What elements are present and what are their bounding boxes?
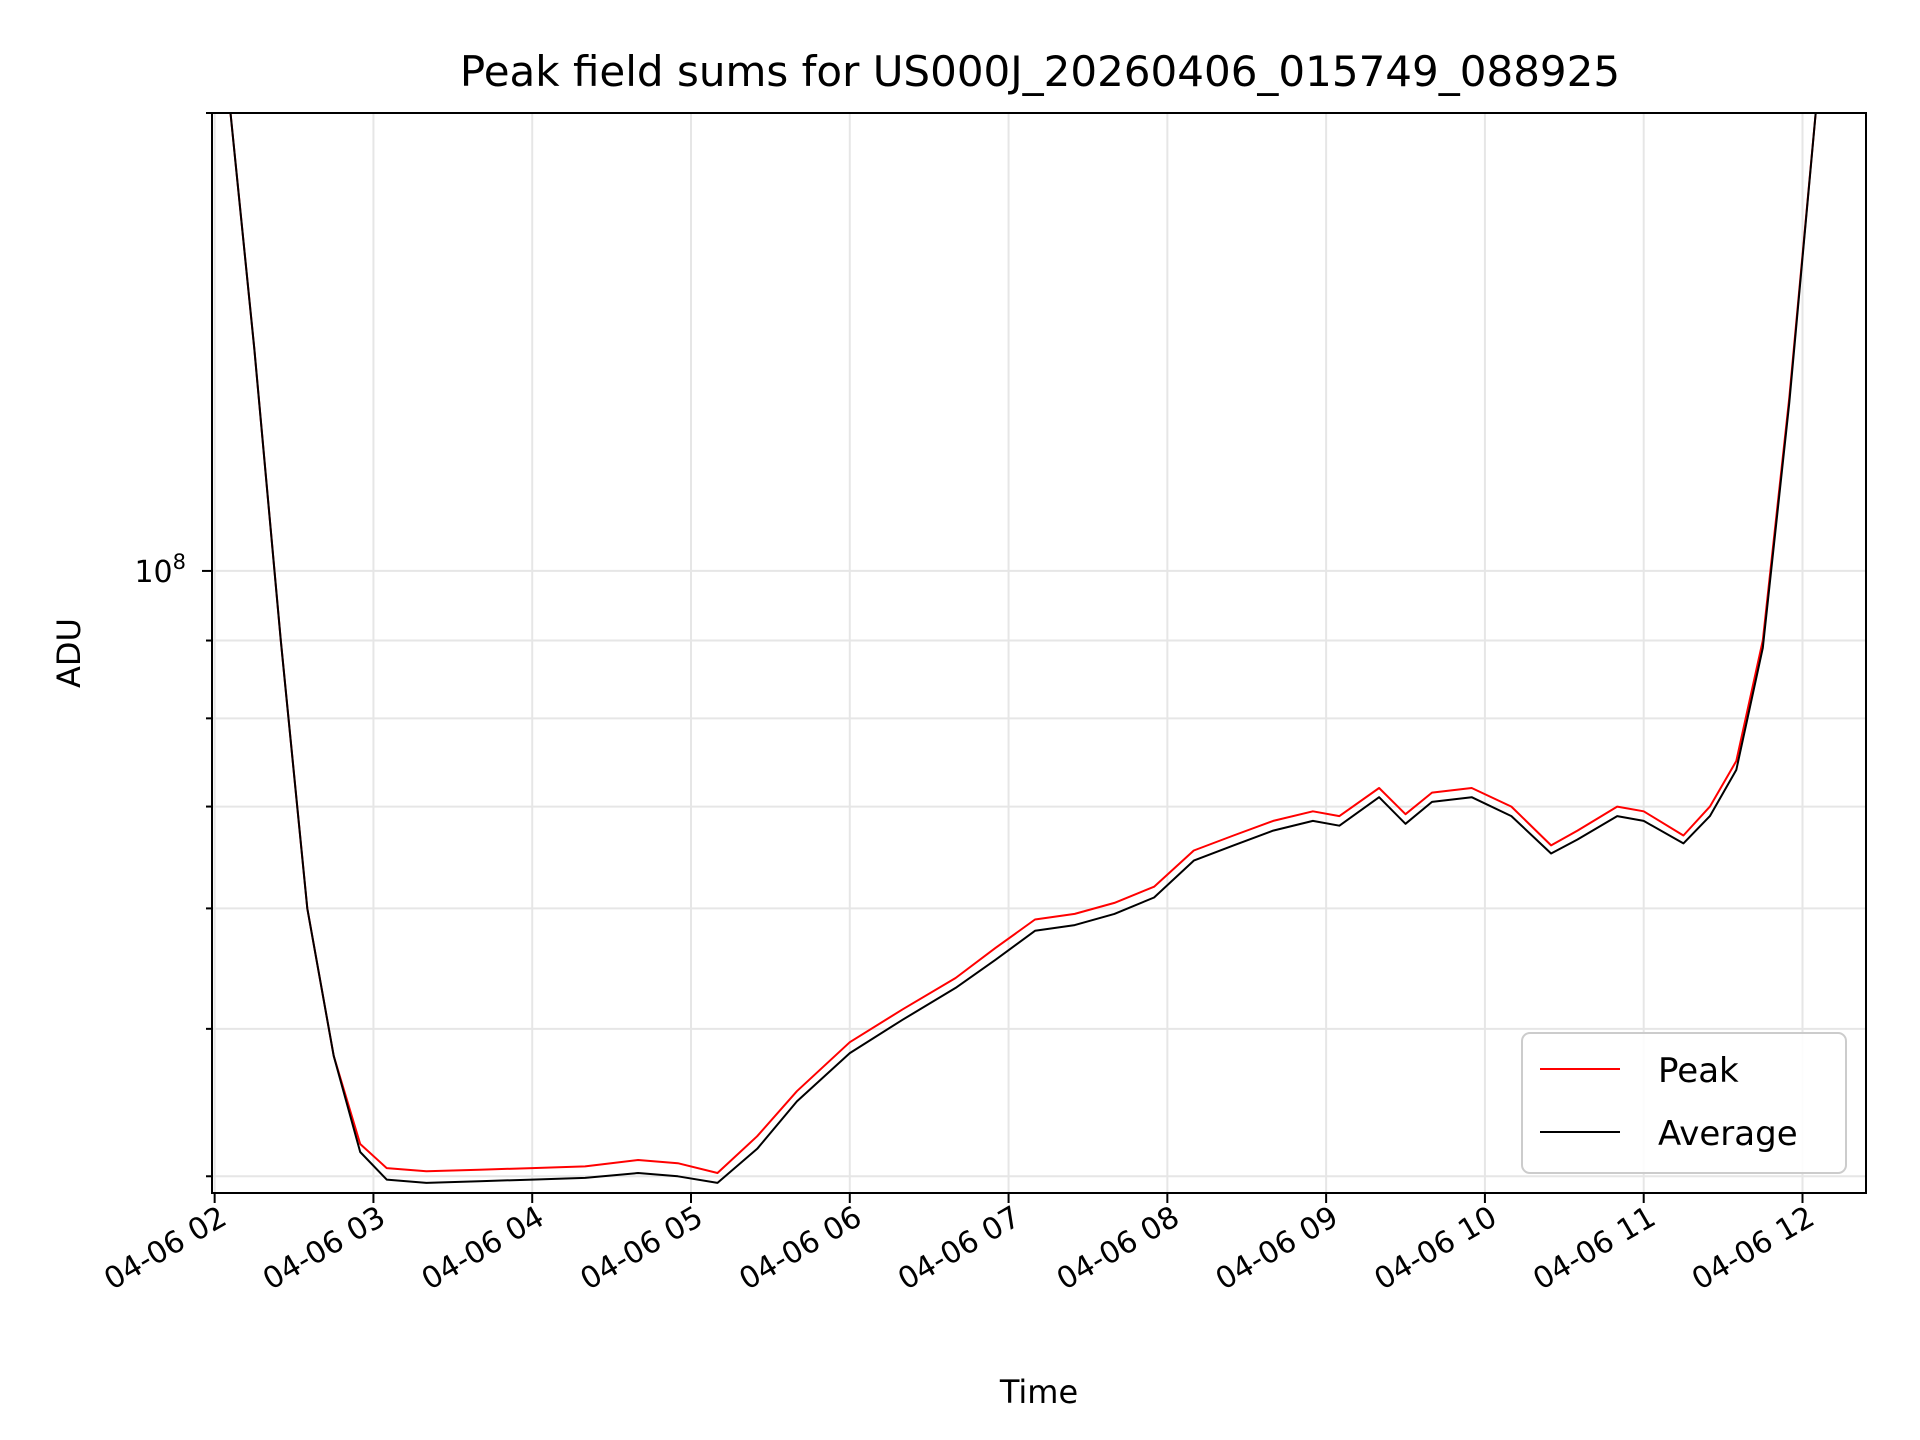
y-axis-title: ADU (50, 618, 88, 688)
series-line-peak (229, 113, 1835, 1174)
series-line-average (229, 113, 1835, 1184)
legend: Peak Average (1521, 1032, 1847, 1174)
legend-peak-label: Peak (1658, 1051, 1739, 1091)
chart-title: Peak field sums for US000J_20260406_0157… (460, 47, 1620, 96)
y-axis: 108 (134, 112, 212, 1178)
plot-frame (211, 112, 1867, 1194)
y-tick-label: 108 (134, 550, 186, 590)
x-axis-title: Time (999, 1373, 1078, 1411)
series-layer (229, 113, 1835, 1184)
legend-average-label: Average (1658, 1114, 1798, 1154)
